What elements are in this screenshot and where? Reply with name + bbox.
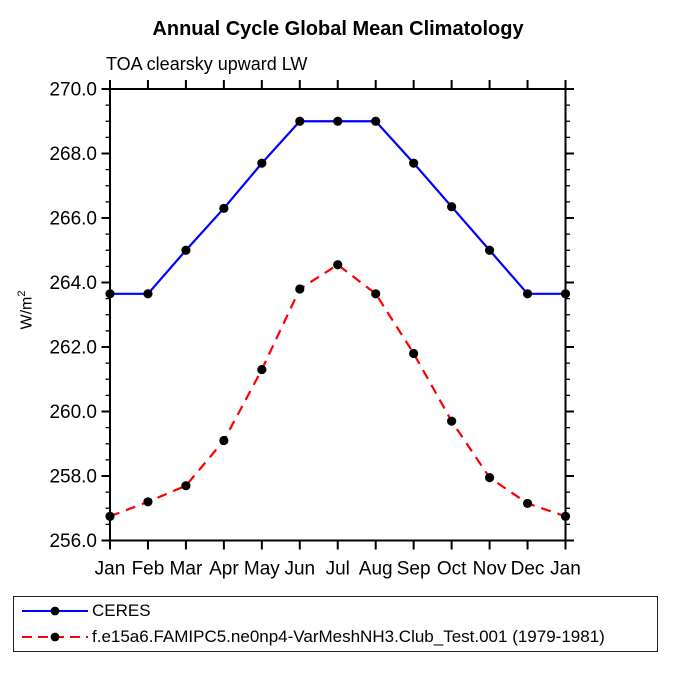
y-axis-tick-label: 266.0	[49, 209, 97, 230]
x-axis-tick-label: Mar	[170, 559, 203, 580]
data-point-marker	[560, 289, 571, 299]
data-point-marker	[333, 260, 343, 270]
x-axis-tick-label: Apr	[209, 559, 239, 580]
data-point-marker	[105, 289, 115, 299]
data-point-marker	[143, 289, 153, 299]
chart-title: Annual Cycle Global Mean Climatology	[152, 18, 524, 40]
data-point-marker	[105, 511, 115, 521]
x-axis-tick-label: Aug	[359, 559, 393, 580]
legend-label-model: f.e15a6.FAMIPC5.ne0np4-VarMeshNH3.Club_T…	[92, 627, 605, 647]
data-point-marker	[219, 203, 229, 213]
y-axis-tick-label: 260.0	[49, 402, 97, 423]
x-axis-tick-label: Nov	[473, 559, 507, 580]
y-axis-tick-label: 256.0	[49, 531, 97, 552]
y-axis-tick-label: 270.0	[49, 80, 97, 101]
x-axis-tick-label: Jun	[284, 559, 315, 580]
data-point-marker	[295, 284, 305, 294]
data-point-marker	[447, 416, 457, 426]
data-point-marker	[522, 289, 533, 299]
y-axis-tick-label: 264.0	[49, 273, 97, 294]
data-point-marker	[447, 202, 457, 212]
data-point-marker	[143, 497, 153, 507]
data-point-marker	[484, 473, 495, 483]
series-line-1	[109, 263, 566, 518]
data-point-marker	[409, 158, 419, 168]
x-axis-tick-label: Jan	[550, 559, 581, 580]
y-axis-tick-label: 262.0	[49, 338, 97, 359]
data-point-marker	[181, 245, 191, 255]
legend-sample-dashed-line	[22, 632, 88, 642]
data-point-marker	[257, 364, 267, 375]
data-point-marker	[257, 158, 267, 168]
chart-subtitle: TOA clearsky upward LW	[106, 54, 308, 74]
x-axis-tick-label: Jan	[95, 559, 126, 580]
legend-label-ceres: CERES	[92, 600, 151, 620]
x-axis-tick-label: Feb	[132, 559, 165, 580]
y-axis-tick-label: 268.0	[49, 144, 97, 165]
data-point-marker	[181, 481, 191, 491]
legend-box: CERES f.e15a6.FAMIPC5.ne0np4-VarMeshNH3.…	[13, 596, 658, 652]
data-point-marker	[484, 245, 495, 255]
x-axis-tick-label: Oct	[437, 559, 467, 580]
data-point-marker	[522, 498, 533, 509]
data-point-marker	[333, 116, 343, 126]
legend-entry-ceres: CERES	[14, 598, 657, 624]
y-axis-tick-label: 258.0	[49, 467, 97, 488]
plot-frame	[109, 88, 567, 542]
legend-entry-model: f.e15a6.FAMIPC5.ne0np4-VarMeshNH3.Club_T…	[14, 624, 657, 650]
data-point-marker	[560, 511, 571, 521]
data-point-marker	[295, 116, 305, 126]
x-axis-tick-label: May	[244, 559, 280, 580]
data-point-marker	[371, 289, 381, 299]
data-point-marker	[409, 348, 419, 359]
data-point-marker	[371, 116, 381, 126]
x-axis-tick-label: Jul	[326, 559, 350, 580]
x-axis-tick-label: Dec	[511, 559, 545, 580]
data-point-marker	[219, 435, 229, 446]
x-axis-tick-label: Sep	[397, 559, 431, 580]
legend-sample-solid-line	[22, 606, 88, 616]
